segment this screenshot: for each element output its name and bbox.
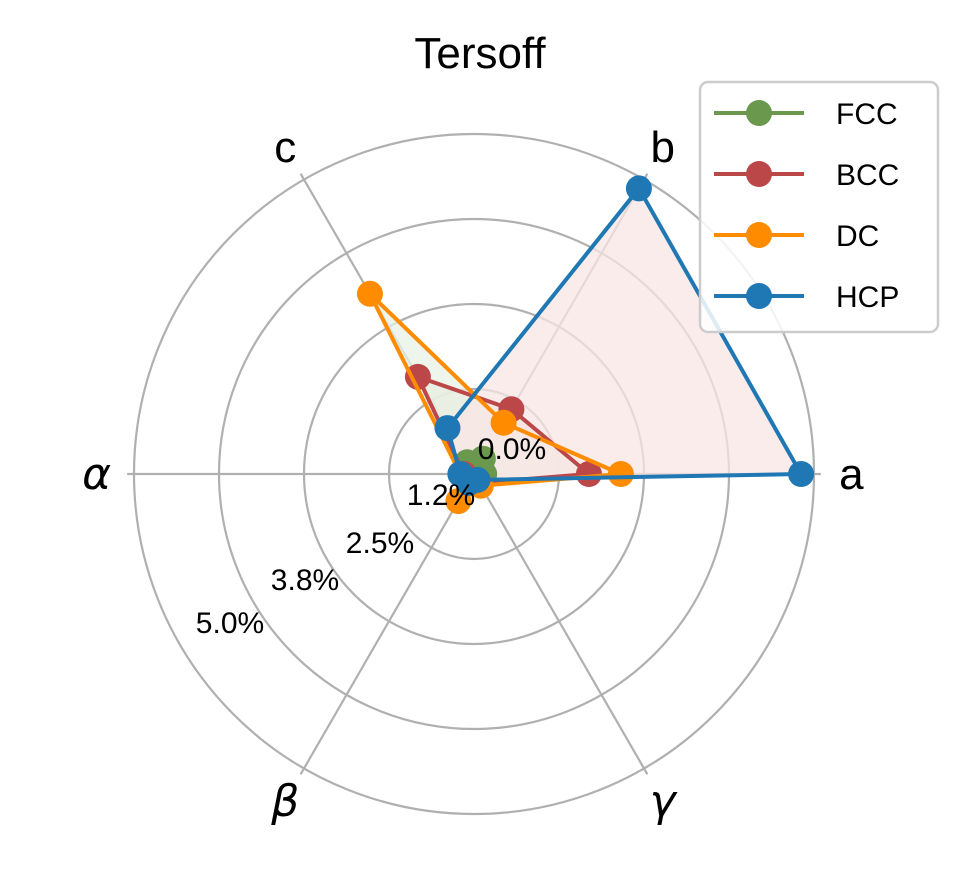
axis-label-4: β: [270, 776, 299, 827]
legend-item-bcc: BCC: [714, 159, 899, 192]
data-point: [625, 175, 652, 202]
axis-label-1: b: [650, 123, 674, 172]
data-point: [575, 461, 602, 487]
legend-label: HCP: [836, 281, 899, 314]
legend-item-dc: DC: [714, 220, 879, 253]
radial-tick-label: 3.8%: [271, 564, 339, 597]
series-hcp: [434, 175, 815, 496]
radial-tick-label: 1.2%: [407, 479, 475, 512]
grid-spoke: [473, 473, 649, 775]
legend: FCC BCC DC HCP: [698, 80, 940, 334]
legend-label: DC: [836, 220, 879, 253]
data-point: [607, 461, 634, 487]
axis-label-5: γ: [650, 776, 678, 827]
grid-spoke: [299, 473, 475, 775]
radial-tick-label: 0.0%: [478, 433, 546, 466]
data-point: [490, 409, 517, 436]
data-point: [434, 415, 461, 442]
legend-label: BCC: [836, 159, 899, 192]
axis-labels: a b c α β γ: [82, 123, 864, 827]
axis-label-0: a: [839, 450, 864, 499]
legend-item-fcc: FCC: [714, 98, 898, 131]
data-point: [356, 280, 383, 307]
series-lines: [356, 175, 815, 515]
data-point: [464, 466, 491, 493]
radial-tick-labels: 0.0%1.2% 2.5%3.8%5.0%: [196, 433, 546, 640]
legend-frame: [698, 80, 940, 334]
radial-tick-label: 2.5%: [346, 527, 414, 560]
data-point: [404, 363, 431, 390]
data-point: [788, 461, 815, 487]
axis-label-3: α: [82, 449, 111, 500]
series-fill-hcp: [447, 188, 802, 483]
radial-tick-label: 5.0%: [196, 607, 264, 640]
chart-title: Tersoff: [414, 29, 546, 78]
axis-label-2: c: [274, 123, 296, 172]
legend-label: FCC: [836, 98, 898, 131]
legend-item-hcp: HCP: [714, 281, 899, 314]
